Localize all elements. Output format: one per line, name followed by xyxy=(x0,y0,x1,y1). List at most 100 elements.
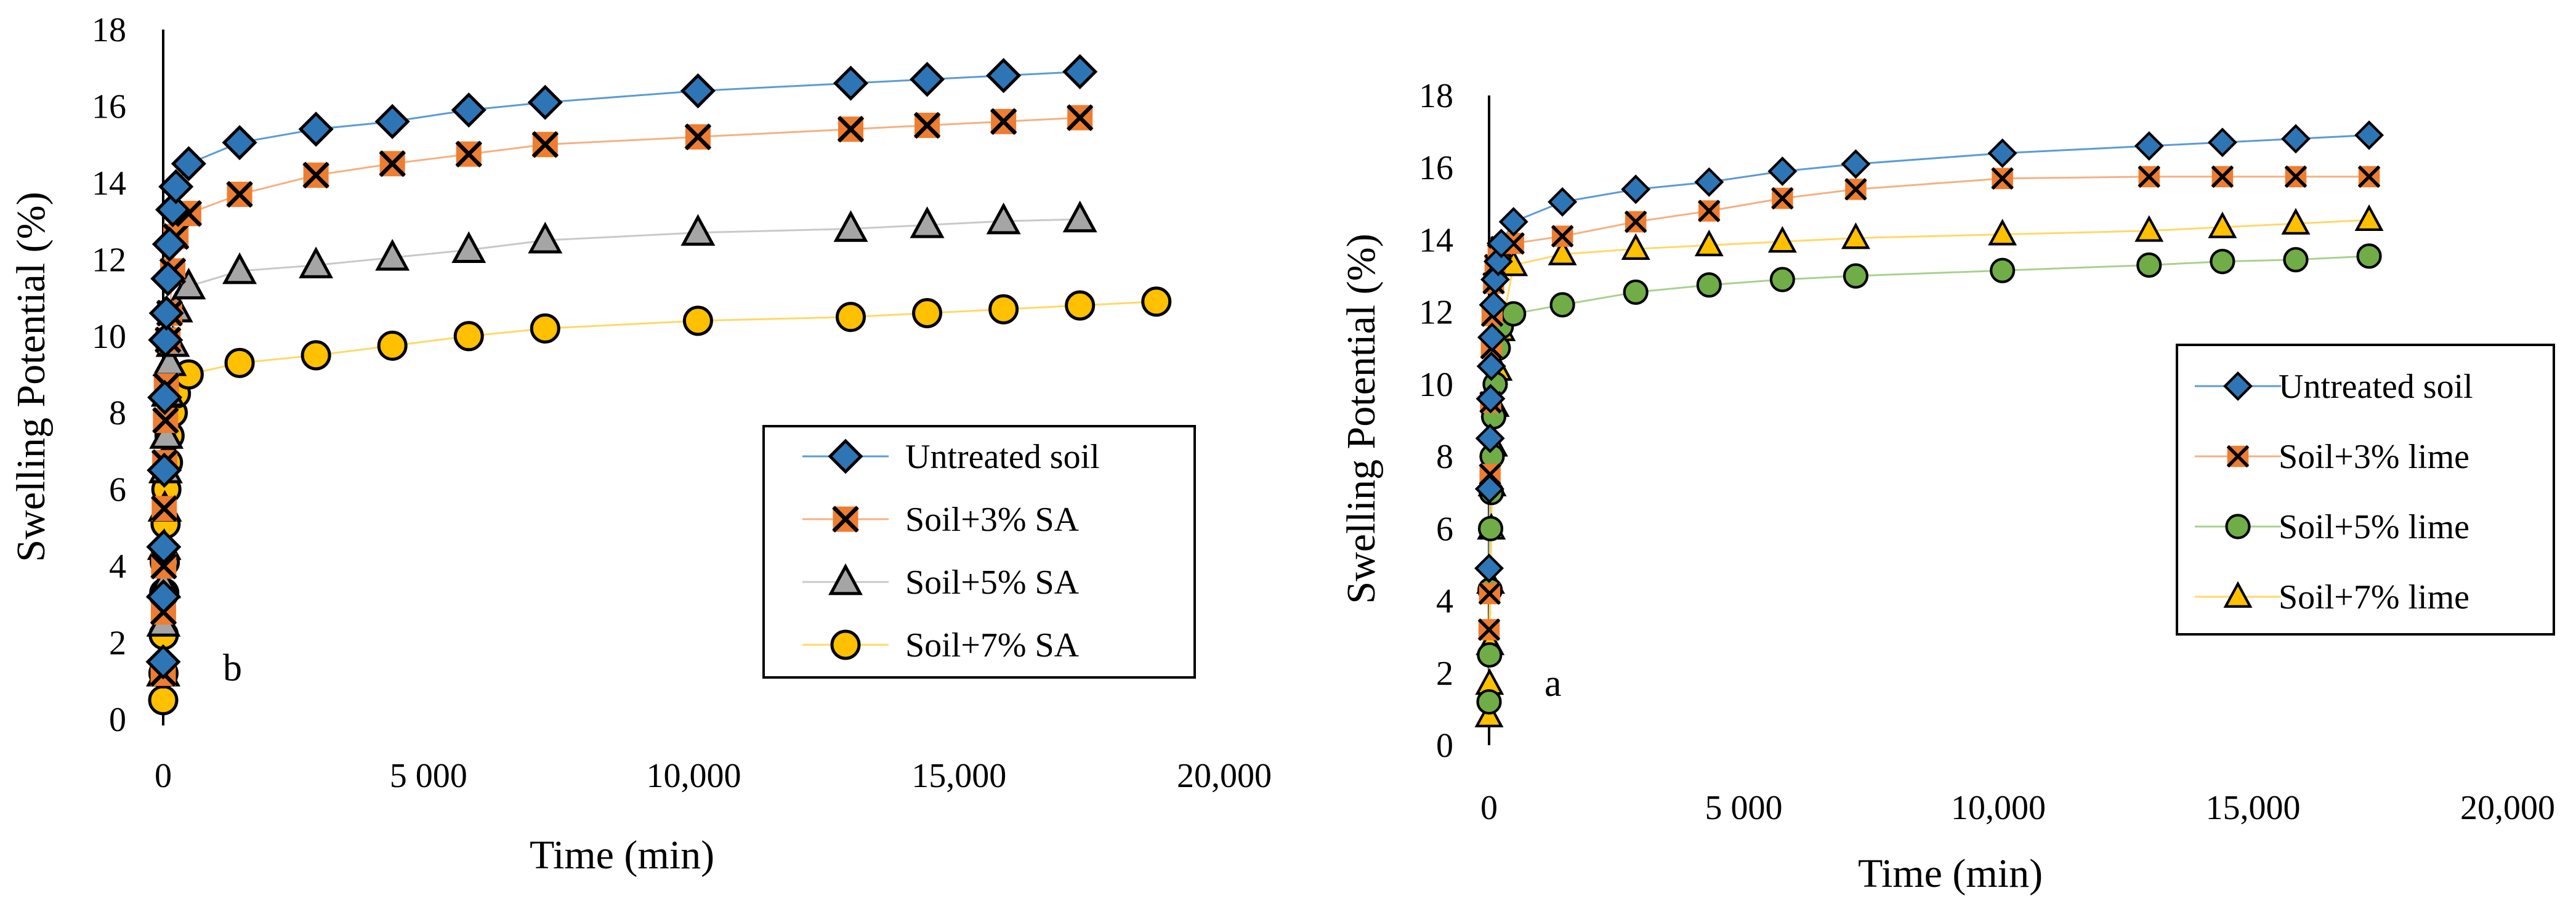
legend-item-soil-3-lime: Soil+3% lime xyxy=(2195,438,2469,476)
data-point-untreated-soil xyxy=(1475,423,1505,453)
x-axis-title: Time (min) xyxy=(1858,851,2043,896)
y-tick-label: 8 xyxy=(109,394,126,432)
panel-label: a xyxy=(1544,663,1562,705)
data-point-untreated-soil xyxy=(1476,351,1506,381)
data-point-untreated-soil xyxy=(2207,127,2237,158)
legend-marker xyxy=(828,438,863,474)
data-point-untreated-soil xyxy=(158,169,194,204)
legend-label: Untreated soil xyxy=(905,438,1100,476)
legend-label: Soil+3% lime xyxy=(2279,438,2469,476)
data-point-soil-5-sa xyxy=(910,206,945,238)
y-tick-label: 10 xyxy=(1419,366,1453,404)
data-point-untreated-soil xyxy=(1474,553,1504,583)
data-point-untreated-soil xyxy=(1548,187,1578,217)
legend-item-soil-3-sa: Soil+3% SA xyxy=(802,501,1080,539)
legend-marker xyxy=(2223,371,2253,401)
data-point-soil-3-sa xyxy=(152,406,179,434)
data-point-soil-3-lime xyxy=(2211,165,2234,188)
data-point-soil-7-lime xyxy=(1988,219,2017,246)
data-point-soil-5-lime xyxy=(2210,249,2235,275)
data-point-untreated-soil xyxy=(986,58,1022,94)
x-tick-label: 15,000 xyxy=(911,757,1006,795)
data-point-untreated-soil xyxy=(1498,207,1528,237)
data-point-soil-3-lime xyxy=(1991,167,2014,190)
legend-label: Soil+3% SA xyxy=(905,501,1080,539)
data-point-soil-5-sa xyxy=(299,246,334,278)
data-point-untreated-soil xyxy=(147,453,182,488)
y-tick-label: 4 xyxy=(1436,583,1453,621)
data-point-soil-5-sa xyxy=(149,417,184,449)
data-point-untreated-soil xyxy=(1477,322,1507,352)
y-tick-label: 14 xyxy=(1419,221,1453,259)
y-tick-label: 12 xyxy=(92,241,126,279)
data-point-soil-5-sa xyxy=(171,267,206,300)
y-tick-label: 18 xyxy=(1419,77,1453,115)
data-point-untreated-soil xyxy=(222,125,257,161)
data-point-soil-7-sa xyxy=(377,330,408,361)
y-tick-labels: 0 2 4 6 8 10 12 14 16 18 xyxy=(1419,77,1453,765)
y-tick-label: 12 xyxy=(1419,294,1453,332)
x-tick-label: 10,000 xyxy=(1951,789,2046,827)
legend-marker xyxy=(830,629,861,660)
data-point-untreated-soil xyxy=(910,62,945,97)
chart-right: 0 2 4 6 8 10 12 14 16 18 0 5 000 10,000 15,000 20,000… xyxy=(1339,77,2555,896)
data-point-untreated-soil xyxy=(148,322,184,358)
data-point-soil-3-lime xyxy=(2357,165,2381,188)
data-point-untreated-soil xyxy=(1987,138,2017,168)
data-point-untreated-soil xyxy=(374,103,410,139)
data-point-untreated-soil xyxy=(1621,174,1651,204)
data-point-soil-5-lime xyxy=(1549,292,1575,318)
data-point-soil-5-lime xyxy=(1990,257,2016,283)
data-point-soil-7-lime xyxy=(1767,225,1797,253)
panel-label: b xyxy=(223,647,242,689)
data-point-soil-5-lime xyxy=(1769,267,1795,293)
data-point-soil-3-lime xyxy=(1624,210,1647,233)
y-axis-title: Swelling Potential (%) xyxy=(1339,233,1384,604)
data-point-soil-3-lime xyxy=(2284,165,2307,188)
data-point-soil-5-sa xyxy=(986,202,1021,235)
data-point-soil-7-sa xyxy=(148,685,179,716)
data-point-soil-7-lime xyxy=(1694,229,1724,257)
legend-item-untreated-soil: Untreated soil xyxy=(802,438,1100,476)
data-point-soil-5-lime xyxy=(1696,272,1722,298)
x-tick-labels: 0 5 000 10,000 15,000 20,000 xyxy=(155,757,1272,795)
data-point-soil-5-lime xyxy=(1476,689,1502,715)
y-tick-label: 2 xyxy=(109,624,126,663)
y-tick-label: 6 xyxy=(109,471,126,509)
data-point-soil-5-sa xyxy=(451,231,487,264)
legend-label: Soil+5% SA xyxy=(905,564,1080,602)
data-point-soil-5-sa xyxy=(375,238,410,271)
data-point-untreated-soil xyxy=(1062,54,1098,89)
data-point-soil-7-sa xyxy=(301,340,331,371)
data-point-untreated-soil xyxy=(833,65,869,101)
data-point-soil-3-sa xyxy=(684,123,712,150)
data-point-untreated-soil xyxy=(1486,228,1516,259)
legend: Untreated soil Soil+3% SA Soil+5% SA Soil+7… xyxy=(762,425,1196,679)
y-tick-label: 10 xyxy=(92,318,126,356)
data-point-untreated-soil xyxy=(147,379,183,415)
data-point-soil-7-lime xyxy=(1548,238,1577,265)
y-tick-label: 4 xyxy=(109,547,126,586)
legend-marker xyxy=(2225,514,2251,539)
data-point-soil-5-sa xyxy=(222,252,257,285)
legend: Untreated soil Soil+3% lime Soil+5% lime So… xyxy=(2176,344,2555,636)
data-point-untreated-soil xyxy=(1479,289,1509,320)
data-point-soil-5-sa xyxy=(528,221,563,254)
legend-label: Soil+7% lime xyxy=(2279,578,2469,616)
data-point-untreated-soil xyxy=(151,226,187,262)
data-point-untreated-soil xyxy=(146,529,182,565)
legend-label: Soil+7% SA xyxy=(905,626,1080,665)
data-point-soil-3-sa xyxy=(455,140,482,168)
data-point-soil-7-sa xyxy=(836,302,866,333)
data-point-soil-7-lime xyxy=(2281,208,2311,235)
data-point-untreated-soil xyxy=(1474,474,1504,504)
data-point-soil-3-sa xyxy=(150,495,178,522)
data-point-soil-7-lime xyxy=(2354,204,2384,232)
data-point-soil-5-lime xyxy=(2356,243,2382,269)
data-point-soil-7-sa xyxy=(1141,286,1172,317)
data-point-untreated-soil xyxy=(1483,246,1513,277)
data-point-soil-3-lime xyxy=(1844,178,1867,201)
data-point-soil-7-lime xyxy=(2134,215,2164,242)
data-point-soil-7-lime xyxy=(1841,222,1870,249)
